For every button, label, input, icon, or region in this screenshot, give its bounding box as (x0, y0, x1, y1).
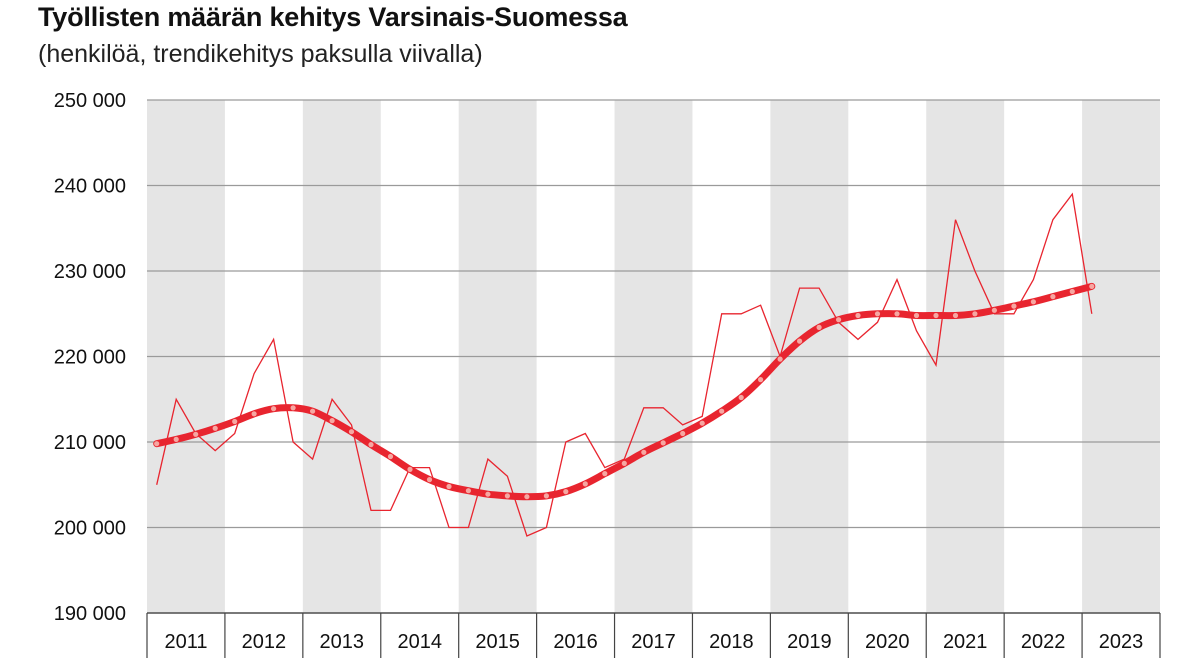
trend-point (991, 307, 998, 313)
y-tick-label: 250 000 (54, 90, 126, 112)
trend-point (193, 431, 199, 437)
y-tick-label: 200 000 (54, 518, 126, 540)
x-axis-ticks: 2011 2012 2013 2014 2015 2016 2017 2018 2019 2020… (146, 612, 1161, 658)
trend-point (426, 477, 433, 483)
trend-point (660, 440, 666, 446)
chart-subtitle: (henkilöä, trendikehitys paksulla viival… (38, 40, 483, 68)
trend-point (154, 441, 160, 447)
trend-point (1030, 299, 1036, 305)
trend-point (894, 311, 900, 317)
trend-point (602, 471, 608, 477)
y-tick-label: 190 000 (54, 603, 126, 625)
trend-point (368, 442, 374, 448)
trend-point (271, 406, 277, 412)
trend-point (777, 356, 783, 362)
trend-point (329, 418, 335, 424)
trend-point (582, 481, 588, 487)
x-tick-label: 2016 (553, 631, 598, 653)
series-group (153, 192, 1096, 537)
trend-point (680, 430, 686, 437)
trend-point (816, 324, 822, 330)
trend-point (563, 489, 569, 495)
y-tick-label: 210 000 (54, 432, 126, 454)
trend-point (855, 312, 861, 319)
x-tick-label: 2015 (475, 631, 520, 653)
trend-point (446, 483, 452, 490)
trend-point (913, 312, 920, 319)
trend-point (387, 453, 394, 460)
trend-point (310, 408, 316, 414)
x-tick-label: 2022 (1021, 631, 1066, 653)
trend-point (485, 491, 491, 497)
y-tick-label: 230 000 (54, 261, 126, 283)
trend-point (699, 420, 705, 426)
trend-point (1089, 283, 1095, 289)
trend-point (251, 411, 257, 417)
trend-point (504, 493, 510, 499)
trend-point (407, 466, 413, 472)
x-tick-label: 2018 (709, 631, 754, 653)
trend-point (719, 408, 725, 414)
x-tick-label: 2011 (164, 631, 207, 653)
x-tick-label: 2020 (865, 631, 910, 653)
chart-title: Työllisten määrän kehitys Varsinais-Suom… (38, 2, 628, 32)
x-tick-label: 2023 (1099, 631, 1144, 653)
trend-point (348, 429, 355, 435)
trend-point (290, 405, 296, 411)
x-tick-label: 2014 (397, 631, 442, 653)
trend-point (465, 488, 471, 494)
y-tick-label: 220 000 (54, 347, 126, 369)
trend-point (232, 418, 238, 425)
trend-point (797, 338, 803, 344)
trend-point (1069, 288, 1075, 295)
series-line-quarterly (156, 192, 1093, 537)
trend-point (621, 460, 627, 466)
trend-point (641, 449, 647, 455)
trend-point (874, 311, 881, 317)
trend-point (212, 425, 218, 431)
x-tick-label: 2021 (943, 631, 988, 653)
x-tick-label: 2019 (787, 631, 832, 653)
trend-point (933, 312, 939, 319)
trend-point (758, 377, 764, 383)
y-tick-label: 240 000 (54, 176, 126, 198)
trend-point (738, 394, 744, 401)
trend-point (173, 436, 179, 442)
trend-point (1050, 294, 1056, 300)
x-tick-label: 2017 (631, 631, 676, 653)
y-axis-ticks: 190 000 200 000 210 000 220 000 230 000 240 0… (54, 90, 126, 625)
trend-point (1011, 303, 1017, 309)
trend-point (543, 493, 550, 499)
trend-point (972, 311, 978, 317)
trend-point (524, 494, 530, 500)
x-tick-label: 2013 (320, 631, 365, 653)
trend-point (952, 312, 959, 319)
trend-point (836, 317, 842, 323)
x-tick-label: 2012 (242, 631, 287, 653)
